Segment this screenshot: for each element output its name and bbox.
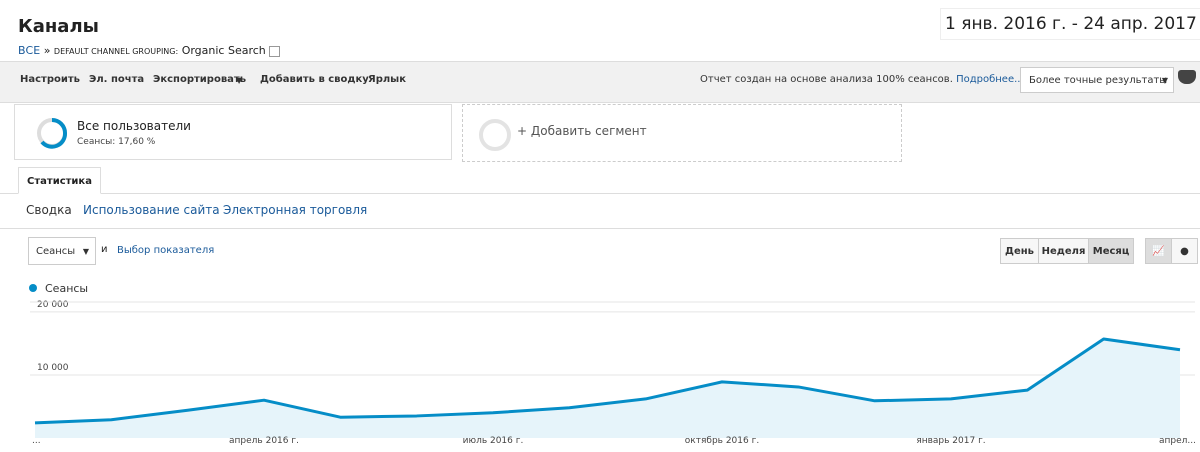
period-button[interactable]: Неделя (1038, 238, 1089, 264)
toolbar (0, 61, 1200, 103)
x-tick-label: ... (32, 436, 41, 446)
caret: ▼ (82, 246, 89, 256)
x-tick-label: июль 2016 г. (463, 436, 524, 446)
x-tick-label: январь 2017 г. (916, 436, 985, 446)
section-rule (0, 228, 1200, 229)
toolbar-item[interactable]: Настроить (20, 74, 80, 85)
x-tick-label: апрель 2016 г. (229, 436, 299, 446)
caret: ▼ (1161, 75, 1168, 85)
breadcrumb-dim: DEFAULT CHANNEL GROUPING: (53, 47, 179, 56)
subtab[interactable]: Сводка (26, 203, 72, 217)
breadcrumb: ВСЕ » DEFAULT CHANNEL GROUPING: Organic … (18, 44, 281, 57)
subtab[interactable]: Использование сайта (83, 203, 220, 217)
metric-label: Сеансы (36, 245, 76, 257)
toolbar-item[interactable]: Эл. почта (89, 74, 145, 85)
breadcrumb-all[interactable]: ВСЕ (18, 44, 41, 57)
y-tick-label: 20 000 (37, 300, 69, 310)
segment-ring (37, 118, 67, 149)
note: Отчет создан на основе анализа 100% сеан… (700, 74, 953, 85)
x-tick-label: октябрь 2016 г. (685, 436, 759, 446)
toolbar-item[interactable]: Экспортировать (153, 74, 247, 85)
segment-card[interactable] (14, 104, 452, 160)
toolbar-item[interactable]: Ярлык (368, 74, 407, 85)
chart: Сеансы 10 000 20 000... апрель 2016 г. июль … (29, 282, 1196, 446)
x-tick-label: апрел... (1159, 436, 1196, 446)
legend-marker (29, 284, 37, 292)
add-segment[interactable] (462, 104, 902, 162)
add-ring (479, 119, 511, 151)
precision-label: Более точные результаты (1029, 74, 1168, 86)
metric-select[interactable]: Сеансы ▼ (28, 237, 96, 265)
page-title: Каналы (18, 16, 99, 37)
metric-picker[interactable]: Выбор показателя (117, 245, 215, 256)
icon-cap[interactable] (1178, 70, 1196, 84)
add-segment-label[interactable]: + Добавить сегмент (517, 124, 647, 138)
chart-type-motion[interactable]: ● (1171, 238, 1198, 264)
tab-rule (0, 193, 1200, 194)
legend-label: Сеансы (45, 282, 88, 295)
subtab[interactable]: Электронная торговля (223, 203, 368, 217)
breadcrumb-value: Organic Search (181, 44, 266, 57)
segment-detail: Сеансы: 17,60 % (77, 137, 156, 147)
period-button[interactable]: День (1000, 238, 1039, 264)
segment-name: Все пользователи (77, 119, 191, 133)
caret: ▼ (236, 76, 243, 85)
breadcrumb-sep: » (43, 44, 51, 57)
chart-type-line[interactable]: 📈 (1145, 238, 1172, 264)
area (35, 339, 1180, 438)
period-button[interactable]: Месяц (1088, 238, 1134, 264)
toolbar-item[interactable]: Добавить в сводку (260, 74, 369, 85)
dropdown-icon[interactable] (269, 45, 281, 57)
date-range[interactable]: 1 янв. 2016 г. - 24 апр. 2017 г. (940, 8, 1200, 40)
and-label: и (101, 244, 108, 255)
more-link[interactable]: Подробнее... (956, 74, 1024, 85)
sampling-note: Отчет создан на основе анализа 100% сеан… (700, 74, 1024, 85)
precision-select[interactable]: Более точные результаты ▼ (1020, 67, 1174, 93)
tab-active[interactable]: Статистика (18, 167, 101, 194)
line (34, 337, 1181, 425)
y-tick-label: 10 000 (37, 363, 69, 373)
